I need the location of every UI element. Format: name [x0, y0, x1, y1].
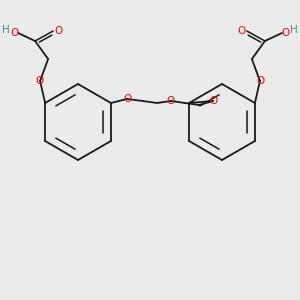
Text: O: O [167, 96, 175, 106]
Text: O: O [54, 26, 62, 36]
Text: O: O [210, 96, 218, 106]
Text: O: O [124, 94, 132, 104]
Text: O: O [282, 28, 290, 38]
Text: O: O [35, 76, 43, 86]
Text: O: O [238, 26, 246, 36]
Text: O: O [257, 76, 265, 86]
Text: H: H [2, 25, 10, 35]
Text: O: O [10, 28, 18, 38]
Text: H: H [290, 25, 298, 35]
